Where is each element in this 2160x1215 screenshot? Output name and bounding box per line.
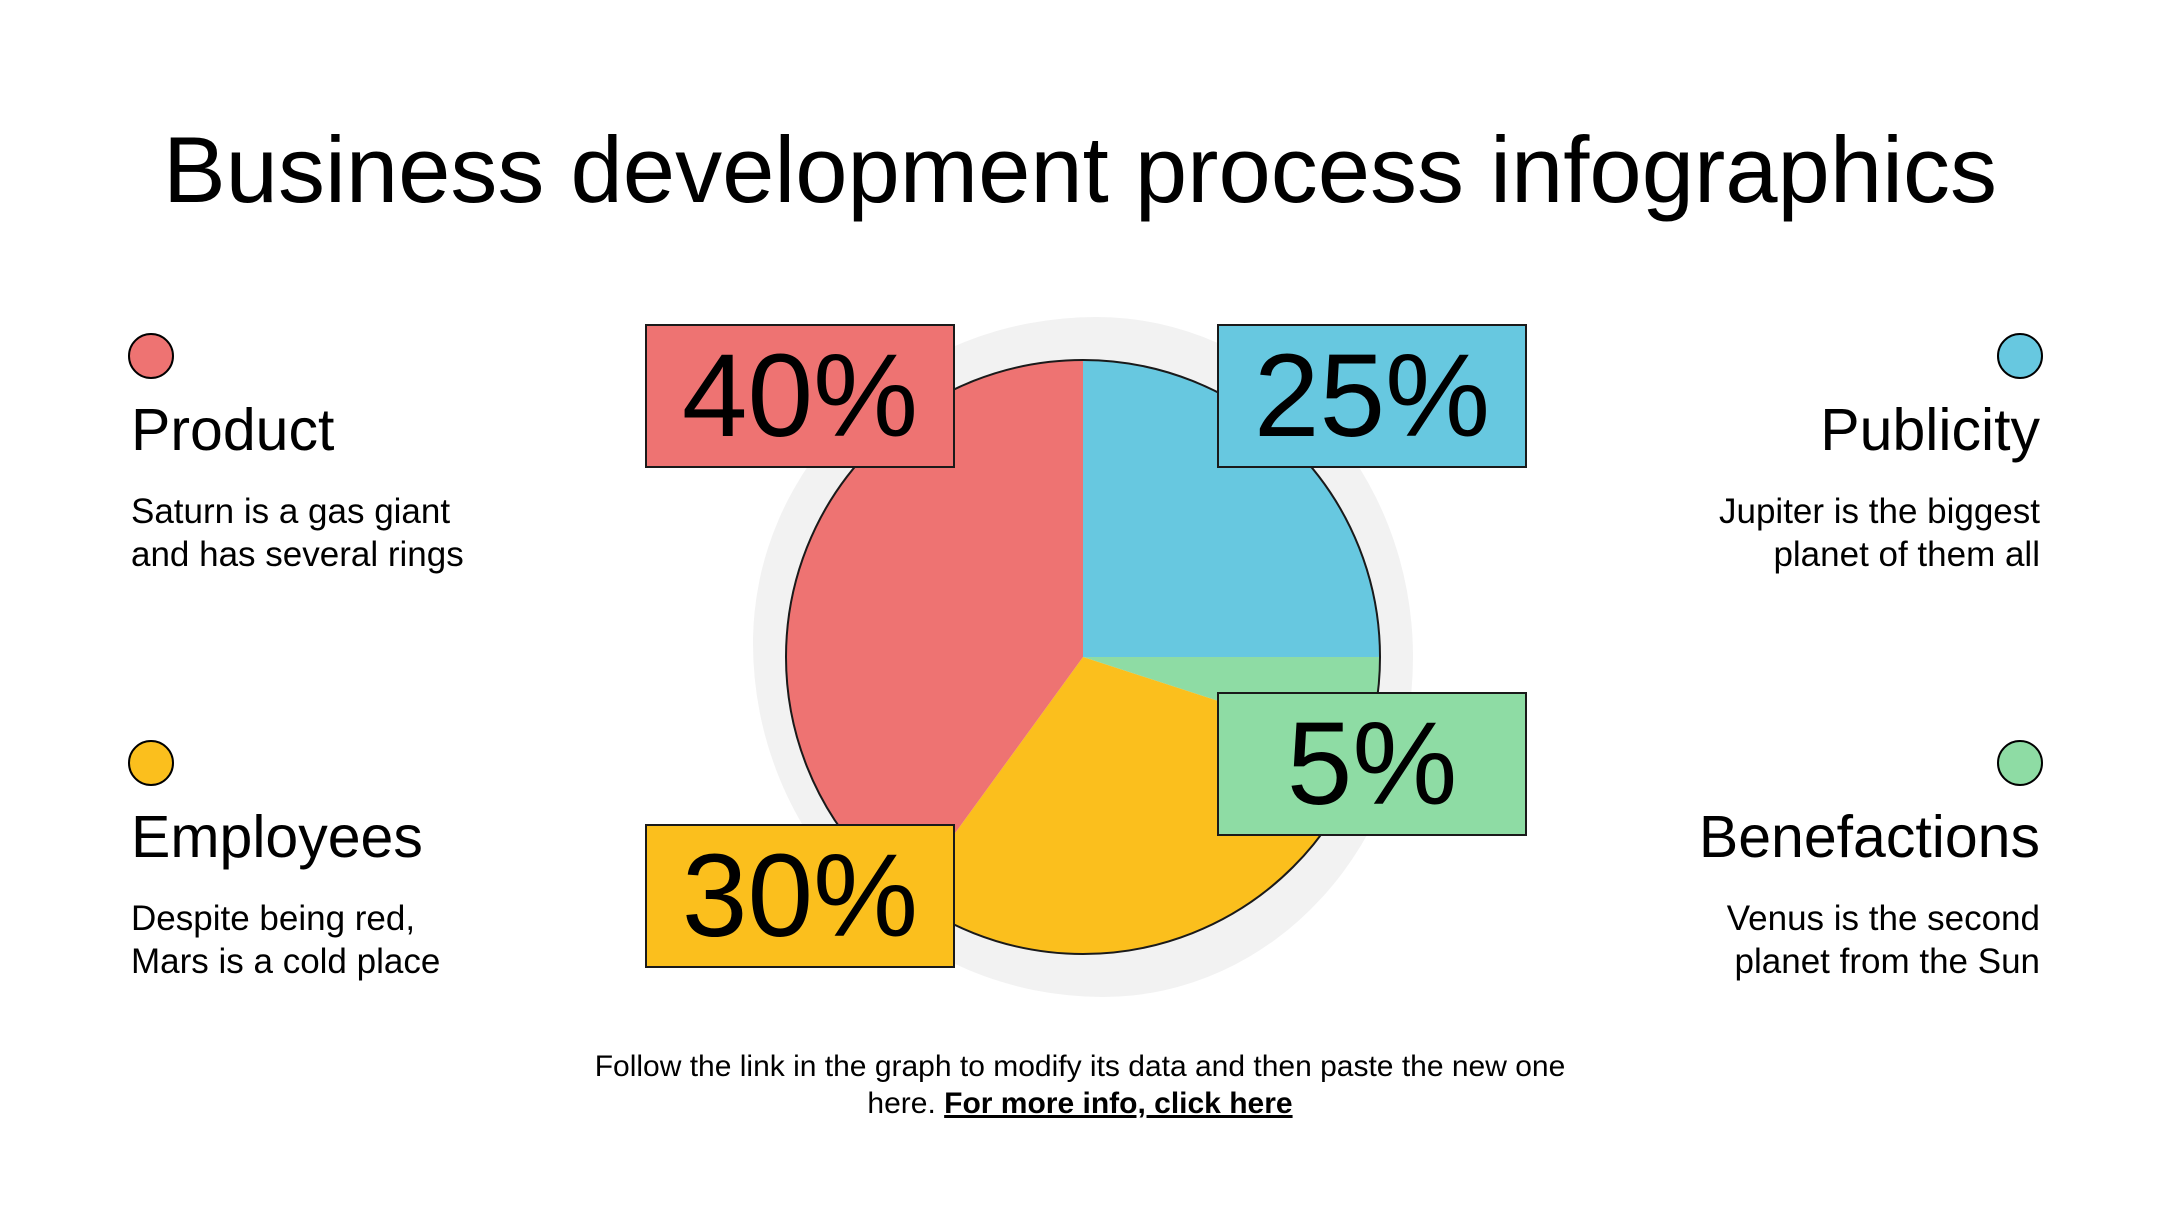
slice-label-publicity: 25% [1217, 324, 1527, 468]
product-desc-line-1: Saturn is a gas giant [131, 492, 451, 531]
slice-label-product: 40% [645, 324, 955, 468]
employees-description: Despite being red, Mars is a cold place [131, 897, 651, 983]
page-title: Business development process infographic… [162, 117, 1997, 222]
employees-desc-line-2: Mars is a cold place [131, 942, 441, 981]
benefactions-desc-line-2: planet from the Sun [1734, 942, 2040, 981]
employees-desc-line-1: Despite being red, [131, 899, 416, 938]
publicity-description: Jupiter is the biggest planet of them al… [1520, 490, 2040, 576]
benefactions-desc-line-1: Venus is the second [1726, 899, 2040, 938]
footer-note: Follow the link in the graph to modify i… [580, 1048, 1580, 1122]
product-desc-line-2: and has several rings [131, 535, 464, 574]
pie-slice-product[interactable] [786, 360, 1083, 898]
publicity-dot-icon [1997, 333, 2043, 379]
product-dot-icon [128, 333, 174, 379]
more-info-link[interactable]: For more info, click here [944, 1087, 1293, 1120]
publicity-desc-line-2: planet of them all [1773, 535, 2040, 574]
benefactions-title: Benefactions [1698, 804, 2040, 870]
employees-title: Employees [131, 804, 423, 870]
slice-label-benefactions: 5% [1217, 692, 1527, 836]
publicity-desc-line-1: Jupiter is the biggest [1718, 492, 2040, 531]
pie-outline [785, 359, 1381, 955]
benefactions-description: Venus is the second planet from the Sun [1520, 897, 2040, 983]
pie-slice-publicity[interactable] [1083, 360, 1380, 657]
product-title: Product [131, 397, 335, 463]
product-description: Saturn is a gas giant and has several ri… [131, 490, 651, 576]
benefactions-dot-icon [1997, 740, 2043, 786]
publicity-title: Publicity [1820, 397, 2040, 463]
slice-label-employees: 30% [645, 824, 955, 968]
employees-dot-icon [128, 740, 174, 786]
footer-text: Follow the link in the graph to modify i… [594, 1050, 1566, 1120]
